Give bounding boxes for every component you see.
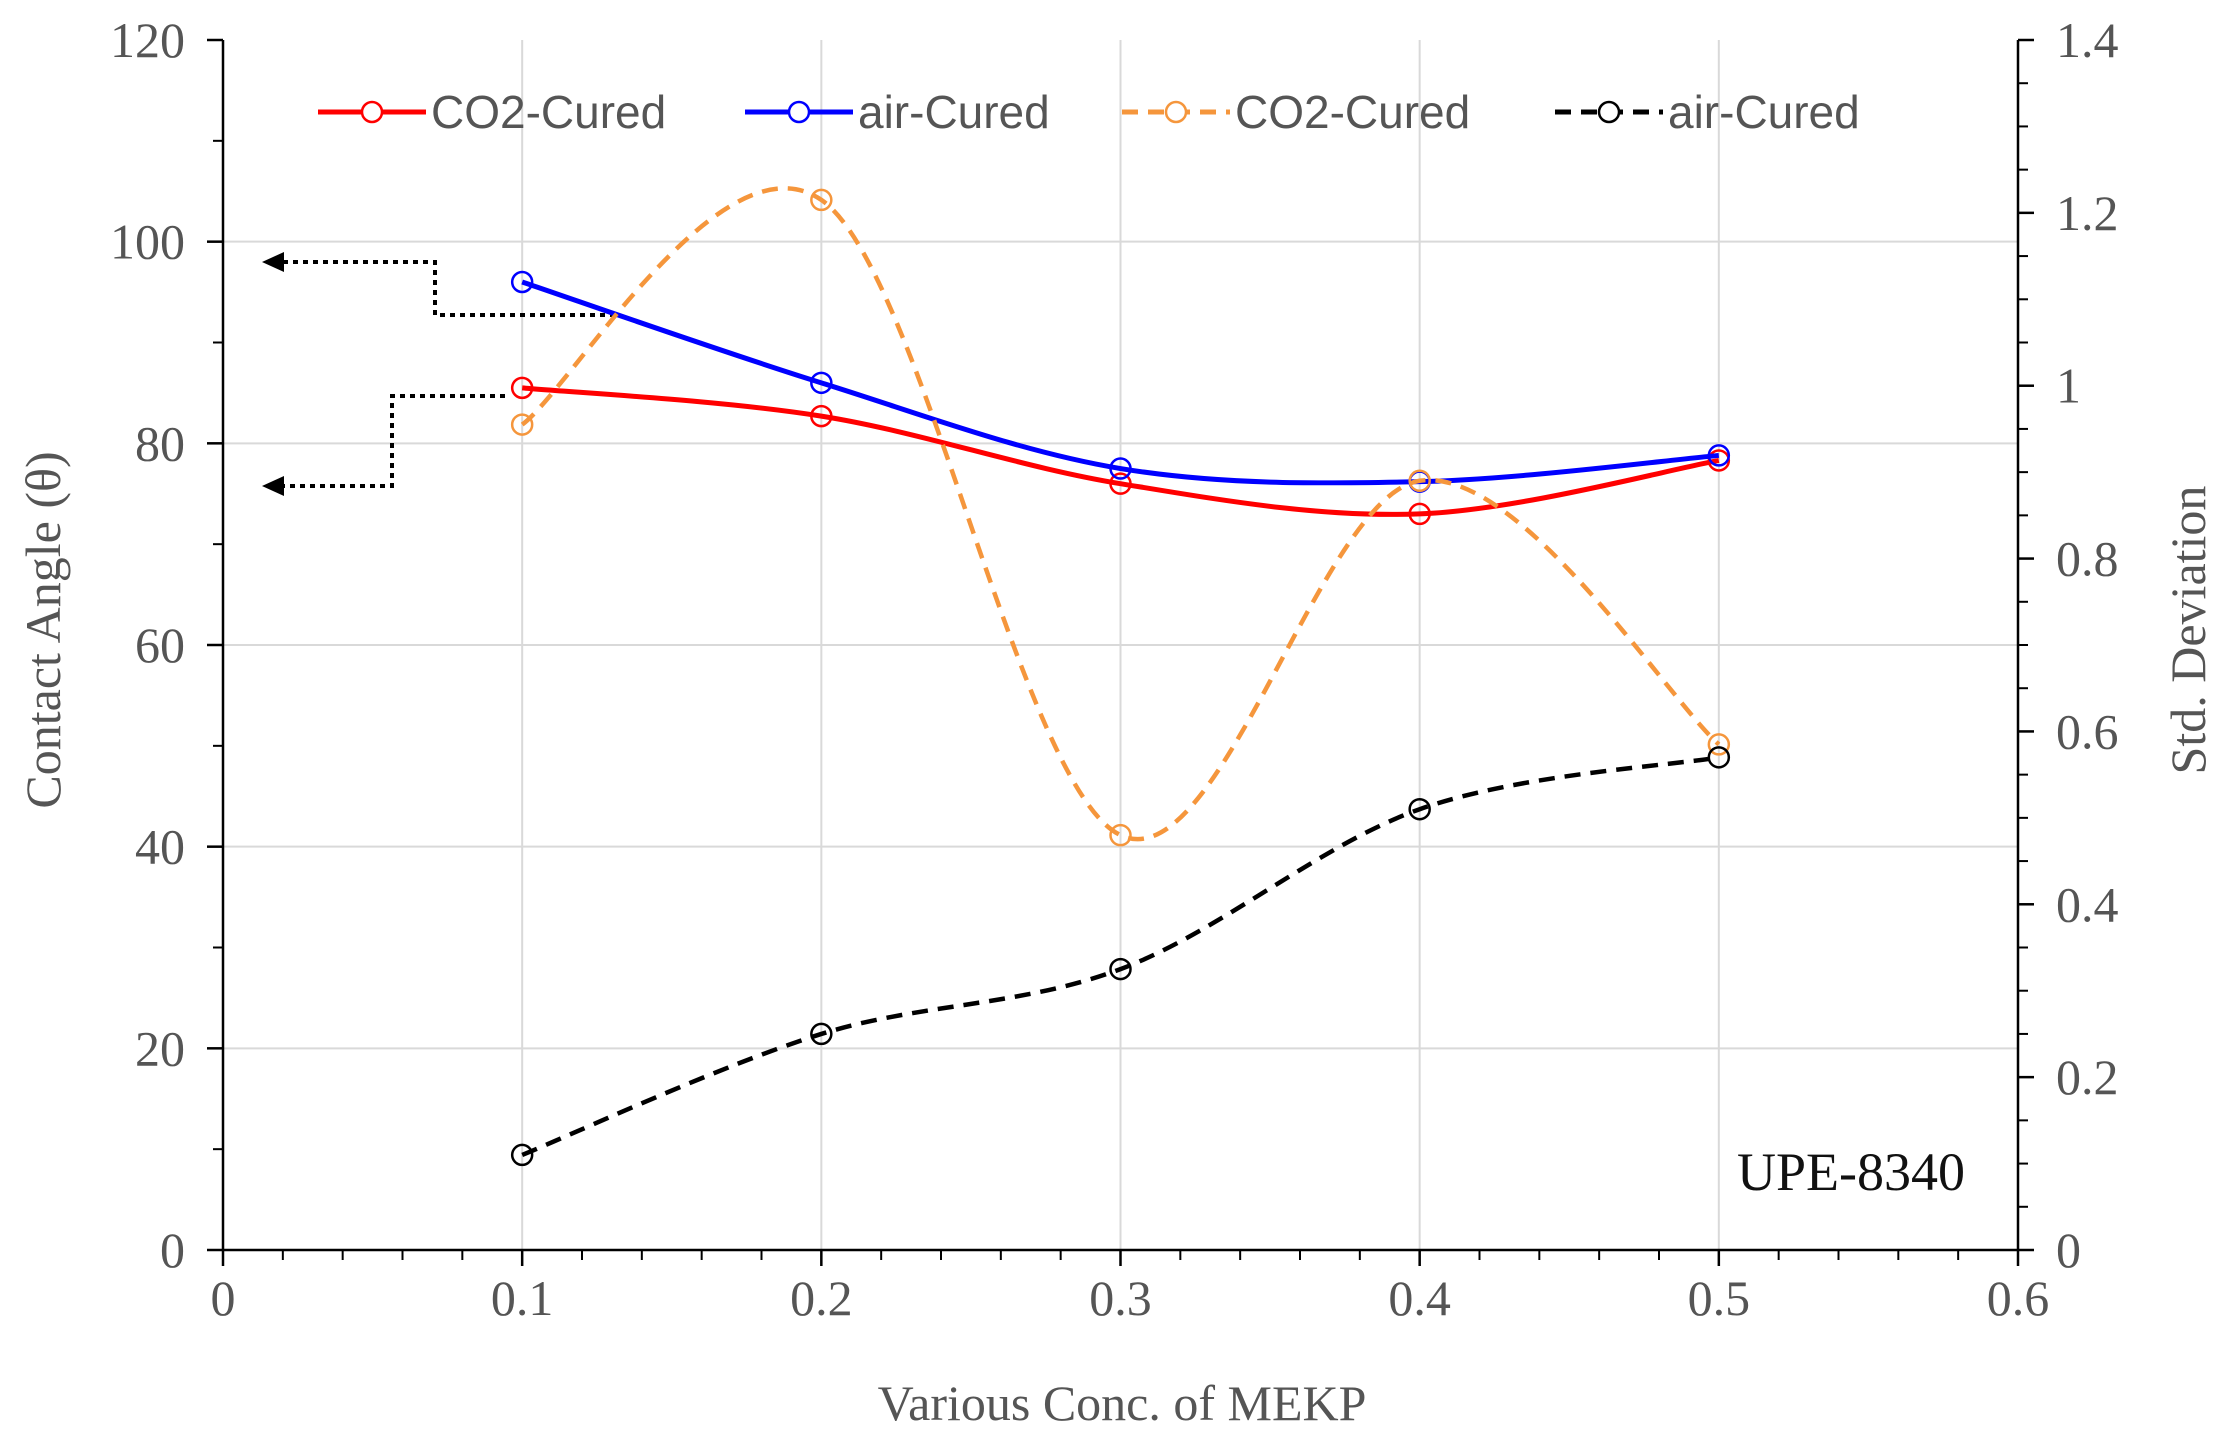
- data-point: [510, 376, 534, 400]
- legend-item-4: air-Cured: [1555, 86, 1860, 138]
- y-left-tick-label: 80: [135, 415, 185, 471]
- data-point: [810, 188, 833, 212]
- data-point: [1109, 823, 1132, 847]
- y-left-tick-label: 20: [135, 1020, 185, 1076]
- legend-marker: [360, 100, 384, 124]
- axis-indicator-arrows: [262, 252, 615, 496]
- data-point: [1408, 797, 1431, 821]
- axis-indicator-line: [280, 260, 615, 317]
- data-point: [510, 1143, 534, 1167]
- data-point: [1707, 444, 1731, 467]
- arrowhead-icon: [262, 476, 284, 496]
- y-right-tick-label: 0.8: [2056, 531, 2119, 587]
- y-left-tick-label: 120: [110, 12, 185, 68]
- y-left-tick-label: 60: [135, 617, 185, 673]
- legend-marker: [1597, 100, 1621, 124]
- x-tick-label: 0.3: [1089, 1270, 1152, 1326]
- data-point: [1109, 957, 1132, 981]
- series-4-right-dashed: [510, 746, 1731, 1167]
- x-tick-label: 0.1: [491, 1270, 554, 1326]
- legend-item-1: CO2-Cured: [318, 86, 666, 138]
- series-line: [520, 186, 1721, 841]
- data-point: [1707, 733, 1731, 756]
- legend-item-2: air-Cured: [745, 86, 1050, 138]
- data-point: [1707, 746, 1731, 769]
- legend-label: air-Cured: [1668, 86, 1860, 138]
- data-point: [810, 1022, 833, 1046]
- legend-label: air-Cured: [858, 86, 1050, 138]
- plot-annotation: UPE-8340: [1737, 1142, 1965, 1202]
- x-axis-title: Various Conc. of MEKP: [878, 1375, 1367, 1431]
- legend-marker: [1164, 100, 1188, 124]
- data-point: [810, 371, 833, 395]
- arrowhead-icon: [262, 252, 284, 272]
- data-point: [1109, 472, 1132, 495]
- data-point: [510, 413, 534, 436]
- y-right-tick-label: 0.2: [2056, 1049, 2119, 1105]
- y-right-tick-label: 1.4: [2056, 12, 2119, 68]
- axes: 0 0.1 0.2 0.3 0.4 0.5 0.602040608010012000.20.…: [110, 12, 2119, 1326]
- y-left-tick-label: 100: [110, 214, 185, 270]
- series-3-right-dashed: [510, 186, 1731, 847]
- series-line: [521, 385, 1720, 517]
- data-point: [1408, 502, 1431, 526]
- y-right-tick-label: 1.2: [2056, 185, 2119, 241]
- legend-label: CO2-Cured: [431, 86, 666, 138]
- legend: CO2-Cured air-Cured CO2-Cured air-Cured: [318, 86, 1860, 138]
- x-tick-label: 0.5: [1688, 1270, 1751, 1326]
- series-line: [521, 755, 1720, 1158]
- data-point: [1408, 469, 1431, 493]
- y-right-axis-title: Std. Deviation: [2160, 486, 2216, 775]
- data-point: [1109, 457, 1132, 480]
- series-line: [521, 279, 1720, 486]
- y-right-tick-label: 0.6: [2056, 703, 2119, 759]
- y-right-tick-label: 1: [2056, 358, 2081, 414]
- y-left-tick-label: 0: [160, 1222, 185, 1278]
- legend-marker: [787, 100, 811, 124]
- y-left-axis-title: Contact Angle (θ): [15, 451, 71, 808]
- x-tick-label: 0.6: [1987, 1270, 2050, 1326]
- legend-label: CO2-Cured: [1235, 86, 1470, 138]
- legend-item-3: CO2-Cured: [1122, 86, 1470, 138]
- data-point: [510, 270, 534, 294]
- x-tick-label: 0.2: [790, 1270, 853, 1326]
- x-tick-label: 0.4: [1388, 1270, 1451, 1326]
- x-tick-label: 0: [211, 1270, 236, 1326]
- y-left-tick-label: 40: [135, 819, 185, 875]
- gridlines: [223, 40, 2018, 1250]
- data-point: [810, 404, 833, 428]
- data-series: [510, 186, 1731, 1167]
- y-right-tick-label: 0: [2056, 1222, 2081, 1278]
- y-right-tick-label: 0.4: [2056, 876, 2119, 932]
